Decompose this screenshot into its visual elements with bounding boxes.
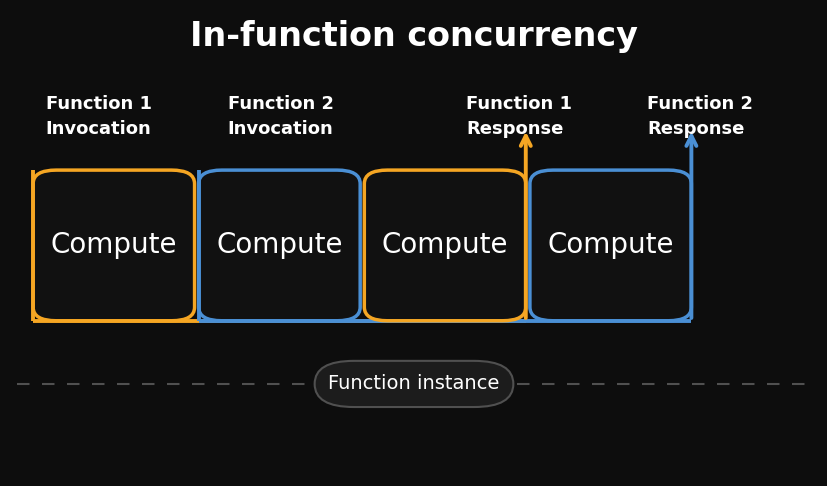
Text: Function 2
Invocation: Function 2 Invocation	[227, 95, 333, 138]
Text: Function 2
Response: Function 2 Response	[647, 95, 753, 138]
Text: Compute: Compute	[50, 231, 177, 260]
Text: Compute: Compute	[381, 231, 508, 260]
FancyBboxPatch shape	[529, 170, 691, 321]
FancyBboxPatch shape	[314, 361, 513, 407]
Text: Function instance: Function instance	[328, 374, 499, 394]
Text: Function 1
Response: Function 1 Response	[466, 95, 571, 138]
FancyBboxPatch shape	[364, 170, 525, 321]
FancyBboxPatch shape	[33, 170, 194, 321]
FancyBboxPatch shape	[198, 170, 360, 321]
Text: Compute: Compute	[547, 231, 673, 260]
Text: Function 1
Invocation: Function 1 Invocation	[45, 95, 151, 138]
Text: In-function concurrency: In-function concurrency	[190, 20, 637, 53]
Text: Compute: Compute	[216, 231, 342, 260]
